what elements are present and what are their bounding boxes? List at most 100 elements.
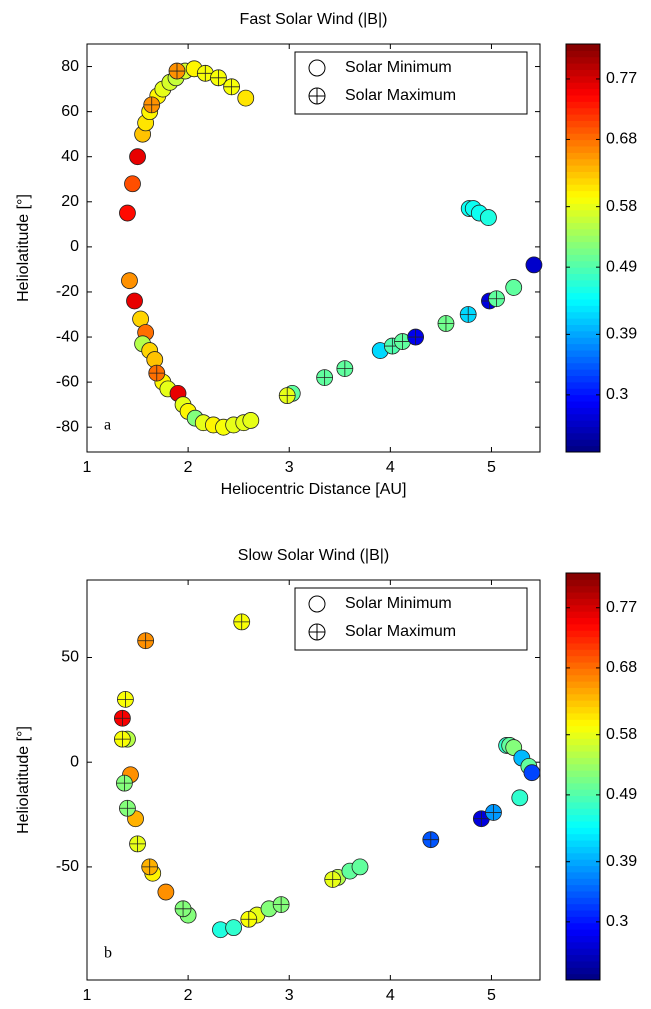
- colorbar-band: [566, 706, 600, 714]
- colorbar-band: [566, 611, 600, 619]
- colorbar-band: [566, 916, 600, 924]
- colorbar-band: [566, 814, 600, 822]
- colorbar-band: [566, 401, 600, 408]
- data-point: [174, 900, 192, 918]
- colorbar-band: [566, 292, 600, 300]
- colorbar-band: [566, 101, 600, 109]
- colorbar-band: [566, 426, 600, 434]
- legend-box: [294, 587, 528, 651]
- colorbar-band: [566, 725, 600, 733]
- colorbar-band: [566, 598, 600, 606]
- colorbar-band: [566, 133, 600, 141]
- colorbar-band: [566, 674, 600, 682]
- data-point: [485, 804, 502, 821]
- colorbar-band: [566, 254, 600, 262]
- colorbar-band: [566, 197, 600, 204]
- y-tick-label: -80: [56, 418, 79, 435]
- colorbar-band: [566, 821, 600, 828]
- data-point: [505, 279, 523, 296]
- data-point: [488, 290, 505, 308]
- colorbar-band: [566, 267, 600, 274]
- colorbar-band: [566, 394, 600, 402]
- colorbar-band: [566, 248, 600, 255]
- y-tick-label: -20: [56, 283, 79, 300]
- data-point: [126, 292, 143, 310]
- colorbar-band: [566, 655, 600, 663]
- point-marker: [242, 412, 260, 429]
- x-axis-label: Heliocentric Distance [AU]: [221, 481, 407, 498]
- data-point: [141, 858, 159, 876]
- colorbar-band: [566, 967, 600, 975]
- colorbar-tick-label: 0.58: [606, 198, 637, 215]
- colorbar-tick-label: 0.68: [606, 659, 637, 676]
- colorbar-band: [566, 738, 600, 746]
- point-marker: [480, 209, 497, 226]
- colorbar-band: [566, 95, 600, 102]
- legend-label: Solar Minimum: [345, 595, 452, 612]
- colorbar-band: [566, 209, 600, 217]
- colorbar-band: [566, 69, 600, 77]
- colorbar-band: [566, 305, 600, 313]
- data-point: [223, 78, 240, 96]
- colorbar-band: [566, 445, 600, 453]
- chart-title: Fast Solar Wind (|B|): [240, 11, 388, 28]
- colorbar-band: [566, 827, 600, 835]
- colorbar-band: [566, 171, 600, 179]
- colorbar-tick-label: 0.39: [606, 326, 637, 343]
- data-point: [336, 360, 354, 377]
- colorbar-band: [566, 681, 600, 688]
- colorbar-band: [566, 642, 600, 650]
- data-point: [316, 369, 334, 387]
- colorbar-tick-label: 0.3: [606, 913, 628, 930]
- x-tick-label: 2: [184, 987, 193, 1004]
- colorbar-band: [566, 146, 600, 153]
- colorbar-tick-label: 0.49: [606, 258, 637, 275]
- colorbar-band: [566, 413, 600, 421]
- data-point: [168, 62, 186, 80]
- data-point: [233, 613, 251, 631]
- colorbar-band: [566, 216, 600, 223]
- data-point: [210, 69, 227, 87]
- colorbar-band: [566, 381, 600, 389]
- data-point: [480, 209, 497, 226]
- colorbar-band: [566, 439, 600, 447]
- colorbar-band: [566, 579, 600, 587]
- colorbar-band: [566, 330, 600, 338]
- data-point: [511, 789, 529, 807]
- colorbar-band: [566, 184, 600, 192]
- x-tick-label: 2: [184, 459, 193, 476]
- colorbar-band: [566, 152, 600, 160]
- colorbar-band: [566, 801, 600, 809]
- data-point: [116, 774, 133, 792]
- y-tick-label: 20: [61, 193, 79, 210]
- data-point: [523, 764, 541, 782]
- colorbar-band: [566, 929, 600, 936]
- colorbar-band: [566, 744, 600, 752]
- data-point: [351, 858, 369, 876]
- legend-box: [294, 51, 528, 115]
- data-point: [422, 831, 440, 849]
- colorbar-band: [566, 623, 600, 631]
- colorbar-band: [566, 222, 600, 230]
- y-tick-label: 0: [70, 753, 79, 770]
- colorbar-band: [566, 757, 600, 765]
- point-marker: [124, 175, 141, 193]
- colorbar-band: [566, 279, 600, 287]
- panel-annotation: a: [104, 417, 111, 434]
- colorbar-band: [566, 693, 600, 701]
- colorbar-band: [566, 617, 600, 625]
- data-point: [237, 89, 255, 107]
- data-point: [407, 328, 425, 346]
- colorbar-band: [566, 50, 600, 58]
- colorbar-band: [566, 120, 600, 128]
- colorbar-band: [566, 273, 600, 281]
- data-point: [117, 690, 134, 708]
- colorbar-band: [566, 897, 600, 905]
- colorbar-band: [566, 63, 600, 70]
- data-point: [324, 871, 342, 888]
- legend-marker: [308, 59, 326, 77]
- y-tick-label: 50: [61, 649, 79, 666]
- x-tick-label: 3: [285, 987, 294, 1004]
- data-point: [113, 730, 131, 748]
- colorbar-band: [566, 770, 600, 777]
